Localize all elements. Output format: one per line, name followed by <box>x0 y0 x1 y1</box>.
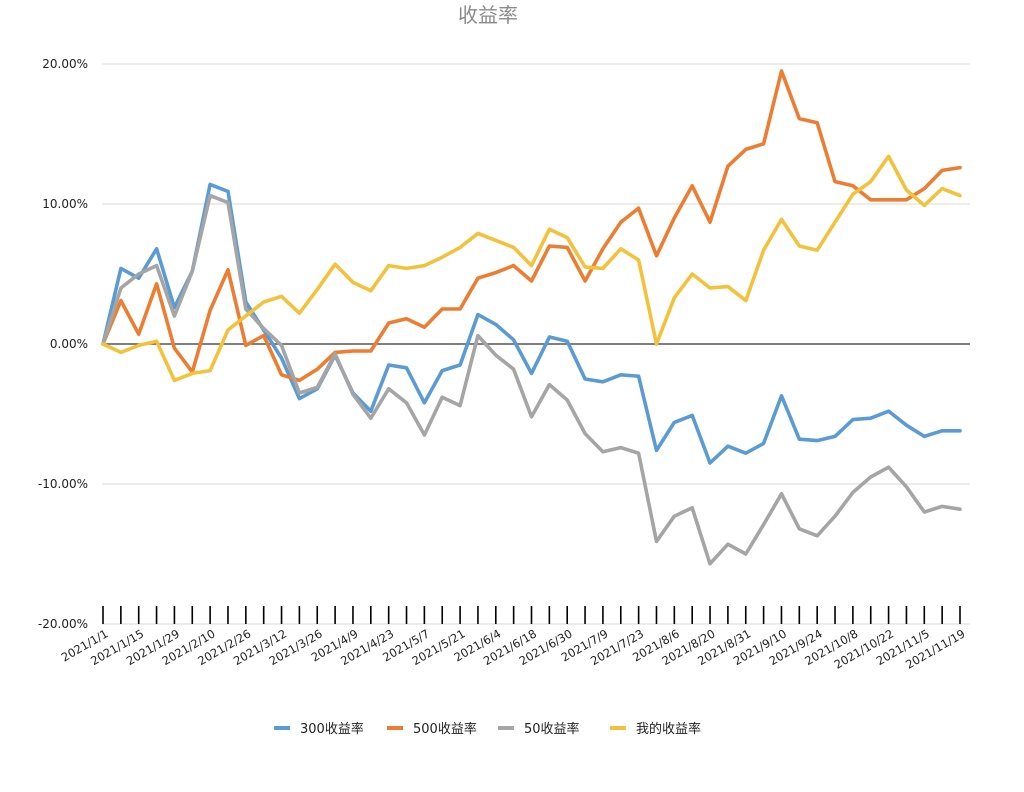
legend-label: 500收益率 <box>413 721 477 737</box>
x-axis: 2021/1/12021/1/152021/1/292021/2/102021/… <box>59 606 968 672</box>
y-tick-label: 20.00% <box>42 57 88 71</box>
y-tick-label: 10.00% <box>42 197 88 211</box>
legend: 300收益率 500收益率 50收益率 我的收益率 <box>274 721 701 737</box>
y-axis: -20.00% -10.00% 0.00% 10.00% 20.00% <box>38 57 88 631</box>
y-tick-label: 0.00% <box>50 337 88 351</box>
series-layer <box>101 69 962 566</box>
legend-label: 50收益率 <box>524 721 580 737</box>
chart-title: 收益率 <box>458 3 518 27</box>
series-line-4 <box>101 154 962 383</box>
grid-layer <box>102 63 970 625</box>
legend-label: 300收益率 <box>300 721 364 737</box>
y-tick-label: -10.00% <box>38 477 88 491</box>
series-line-2 <box>101 69 962 383</box>
series-line-3 <box>101 193 962 566</box>
y-tick-label: -20.00% <box>38 617 88 631</box>
legend-label: 我的收益率 <box>636 721 701 737</box>
